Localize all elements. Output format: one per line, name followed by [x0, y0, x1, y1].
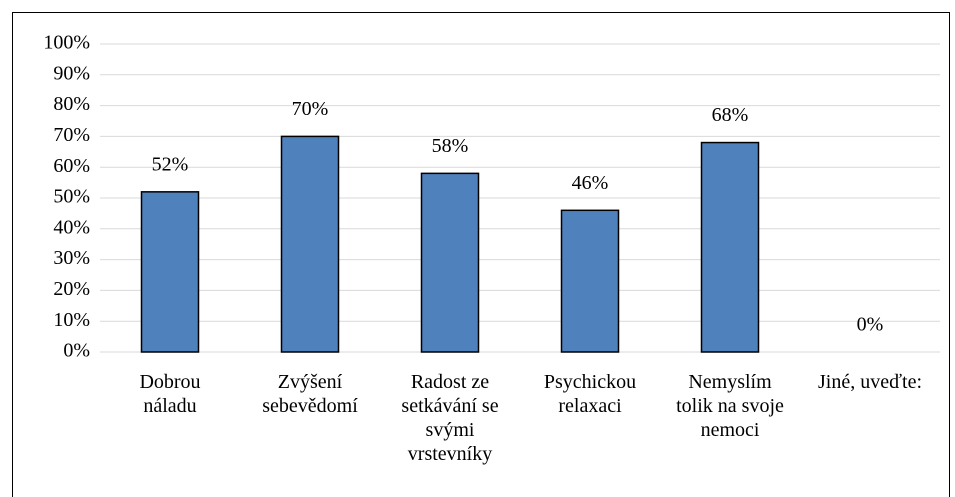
x-tick-label: Radost ze setkávání se svými vrstevníky [401, 371, 499, 465]
bar [560, 209, 620, 353]
y-tick-label: 0% [63, 340, 90, 362]
bar [420, 172, 480, 353]
x-tick-label: Zvýšení sebevědomí [262, 371, 358, 417]
bar [140, 191, 200, 353]
x-tick-label: Nemyslím tolik na svoje nemoci [676, 371, 784, 441]
value-label: 58% [432, 135, 469, 157]
value-label: 46% [572, 172, 609, 194]
y-tick-label: 80% [53, 93, 90, 115]
x-tick-label-box: Zvýšení sebevědomí [262, 371, 358, 417]
value-label: 0% [857, 314, 884, 336]
y-tick-label: 20% [53, 278, 90, 300]
x-tick-label-box: Jiné, uveďte: [817, 371, 922, 393]
x-tick-label: Psychickou relaxaci [543, 371, 637, 417]
y-tick-label: 60% [53, 155, 90, 177]
value-label: 70% [292, 98, 329, 120]
y-tick-label: 90% [53, 62, 90, 84]
x-tick-label-box: Dobrou náladu [139, 371, 201, 417]
x-tick-label: Dobrou náladu [139, 371, 201, 417]
y-tick-label: 30% [53, 247, 90, 269]
x-tick-label-box: Psychickou relaxaci [543, 371, 637, 417]
x-tick-label-box: Nemyslím tolik na svoje nemoci [676, 371, 784, 441]
y-tick-label: 50% [53, 186, 90, 208]
bar [280, 135, 340, 353]
bar [700, 141, 760, 353]
y-tick-label: 70% [53, 124, 90, 146]
x-tick-label-box: Radost ze setkávání se svými vrstevníky [401, 371, 499, 465]
y-tick-label: 100% [43, 32, 90, 54]
x-tick-label: Jiné, uveďte: [817, 371, 922, 393]
value-label: 68% [712, 104, 749, 126]
y-tick-label: 10% [53, 309, 90, 331]
value-label: 52% [152, 153, 189, 175]
y-tick-label: 40% [53, 216, 90, 238]
